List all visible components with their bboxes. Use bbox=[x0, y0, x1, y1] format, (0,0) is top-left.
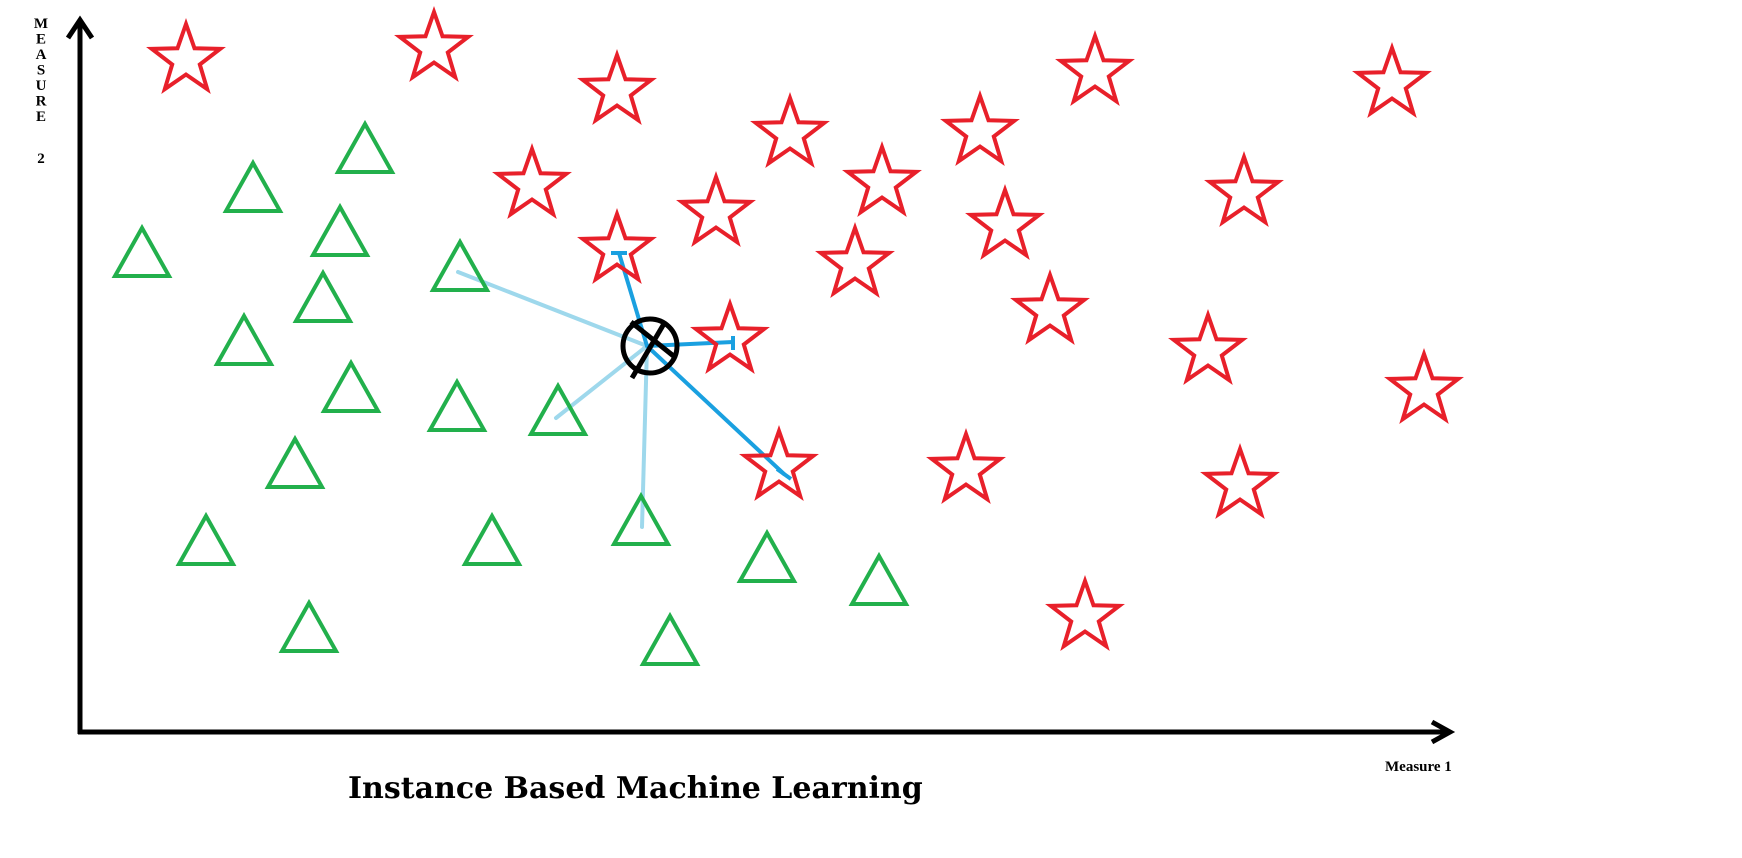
star-icon bbox=[146, 17, 226, 94]
x-axis-label: Measure 1 bbox=[1385, 759, 1452, 775]
x-axis-arrowhead bbox=[1430, 719, 1456, 745]
query-cross-stroke-2 bbox=[629, 320, 668, 380]
far-neighbor-line bbox=[456, 270, 649, 348]
triangle-icon bbox=[639, 611, 701, 666]
star-icon bbox=[577, 48, 657, 125]
circled-x-icon bbox=[620, 316, 680, 376]
star-icon bbox=[1055, 29, 1135, 106]
star-icon bbox=[1168, 308, 1248, 385]
triangle-icon bbox=[848, 551, 910, 606]
y-axis-label-letter: M bbox=[34, 16, 48, 32]
star-icon bbox=[1010, 268, 1090, 345]
y-axis-arrowhead bbox=[65, 15, 95, 40]
star-icon bbox=[1204, 150, 1284, 227]
triangle-icon bbox=[111, 223, 173, 278]
star-icon bbox=[1384, 347, 1464, 424]
axes bbox=[65, 15, 1456, 745]
triangle-class-instances bbox=[111, 119, 910, 666]
star-icon bbox=[842, 140, 922, 217]
y-axis-label-letter: 2 bbox=[37, 151, 45, 167]
star-icon bbox=[1352, 41, 1432, 118]
triangle-icon bbox=[278, 598, 340, 653]
star-icon bbox=[940, 89, 1020, 166]
near-neighbor-line-cap bbox=[775, 467, 793, 481]
triangle-icon bbox=[736, 528, 798, 583]
star-icon bbox=[1200, 442, 1280, 519]
star-icon bbox=[926, 427, 1006, 504]
triangle-icon bbox=[461, 511, 523, 566]
triangle-icon bbox=[610, 491, 672, 546]
y-axis-label-letter: A bbox=[36, 47, 47, 63]
star-icon bbox=[815, 221, 895, 298]
triangle-icon bbox=[334, 119, 396, 174]
star-icon bbox=[1045, 574, 1125, 651]
star-icon bbox=[394, 5, 474, 82]
star-icon bbox=[965, 183, 1045, 260]
star-icon bbox=[750, 91, 830, 168]
triangle-icon bbox=[292, 268, 354, 323]
star-icon bbox=[690, 297, 770, 374]
diagram-caption: Instance Based Machine Learning bbox=[348, 771, 923, 806]
star-icon bbox=[492, 142, 572, 219]
star-icon bbox=[676, 170, 756, 247]
triangle-icon bbox=[309, 202, 371, 257]
y-axis-label-letter: S bbox=[37, 63, 45, 79]
star-class-instances bbox=[146, 5, 1464, 651]
star-icon bbox=[739, 424, 819, 501]
neighbor-distance-lines bbox=[456, 251, 793, 529]
y-axis-label-letter: E bbox=[36, 32, 46, 48]
y-axis-label-letter: U bbox=[36, 78, 47, 94]
triangle-icon bbox=[175, 511, 237, 566]
y-axis-label-letter: R bbox=[36, 94, 47, 110]
triangle-icon bbox=[426, 377, 488, 432]
star-icon bbox=[577, 207, 657, 284]
triangle-icon bbox=[320, 358, 382, 413]
triangle-icon bbox=[429, 237, 491, 292]
triangle-icon bbox=[222, 158, 284, 213]
y-axis-label-letter: E bbox=[36, 109, 46, 125]
triangle-icon bbox=[264, 434, 326, 489]
triangle-icon bbox=[213, 311, 275, 366]
triangle-icon bbox=[527, 381, 589, 436]
query-point bbox=[620, 316, 680, 380]
